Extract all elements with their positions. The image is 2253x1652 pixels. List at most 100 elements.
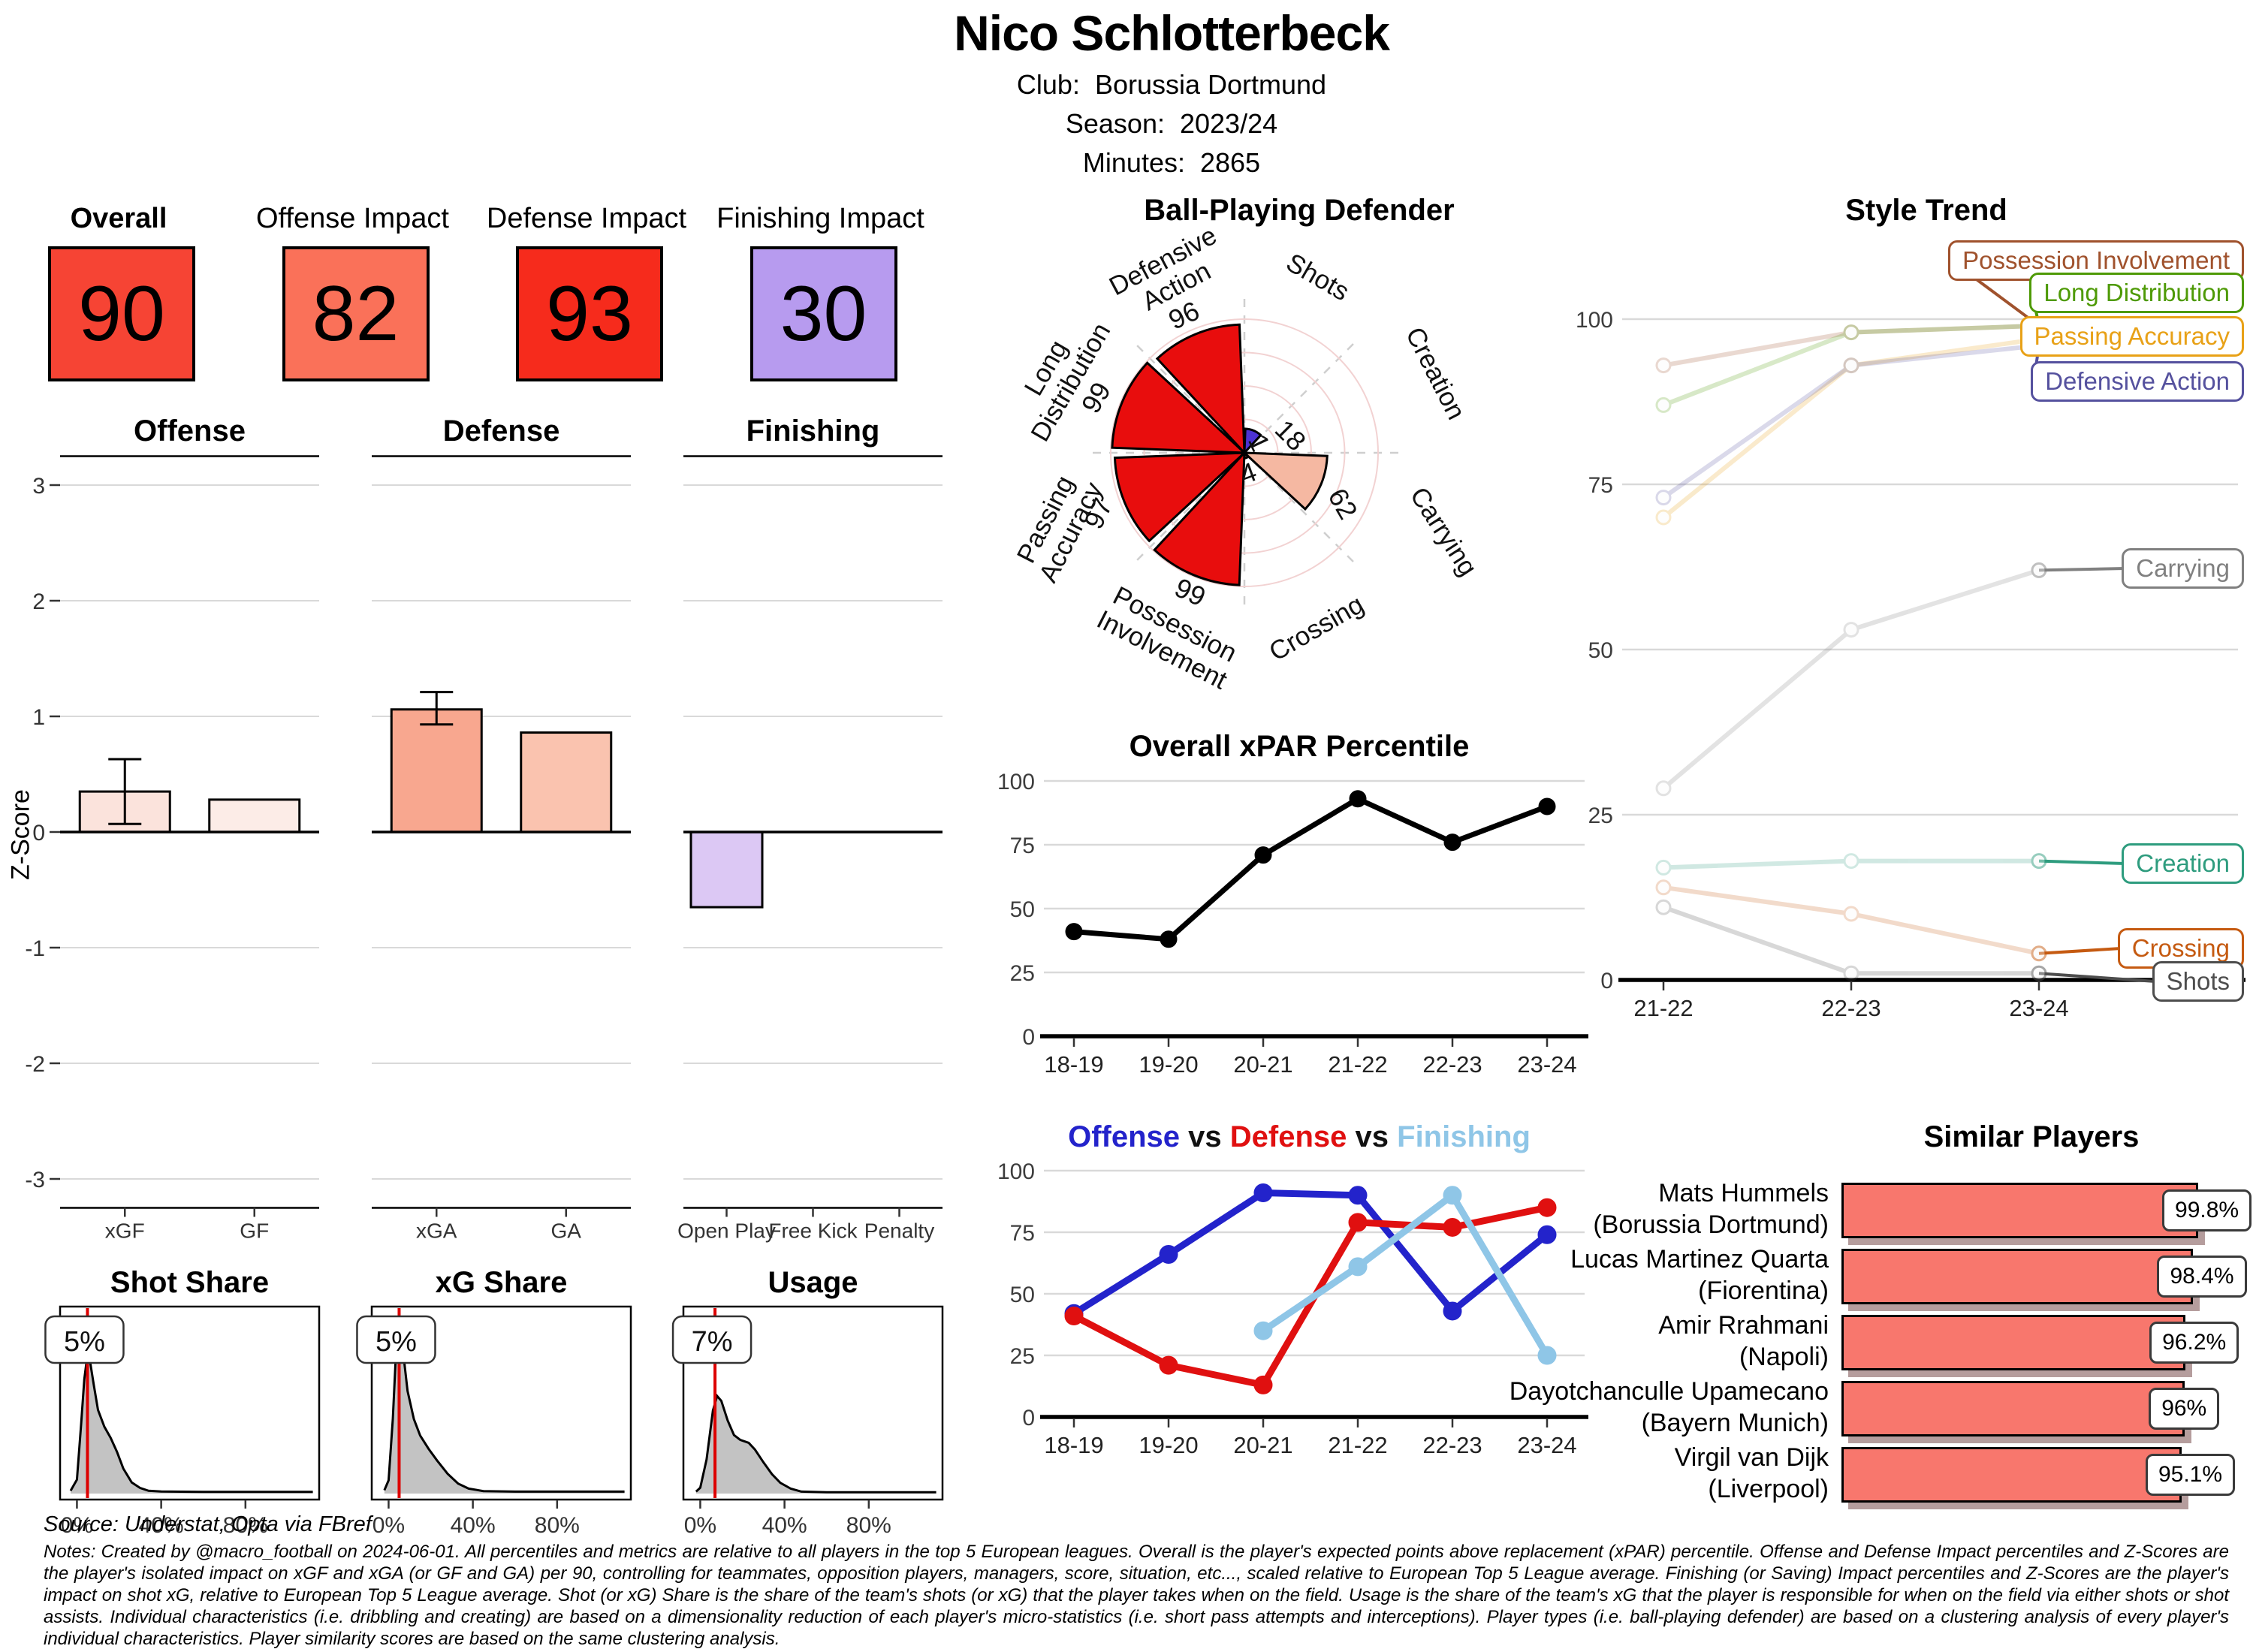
svg-text:80%: 80%: [223, 1513, 268, 1538]
club-line: Club: Borussia Dortmund: [1016, 69, 1327, 100]
svg-text:5%: 5%: [376, 1326, 417, 1358]
season-line: Season: 2023/24: [1065, 108, 1278, 139]
svg-text:20-21: 20-21: [1233, 1432, 1292, 1458]
similar-players-title: Similar Players: [1923, 1120, 2140, 1153]
svg-text:100: 100: [1576, 308, 1613, 333]
svg-text:Carrying: Carrying: [1404, 482, 1483, 581]
zscore-panel-title: Offense: [134, 415, 246, 448]
svg-text:25: 25: [1588, 803, 1613, 828]
svg-text:xGF: xGF: [105, 1219, 145, 1243]
svg-text:23-24: 23-24: [1517, 1051, 1576, 1078]
svg-text:20-21: 20-21: [1233, 1051, 1292, 1078]
svg-text:0%: 0%: [684, 1513, 716, 1538]
svg-text:2: 2: [32, 589, 45, 614]
stat-box-title: Overall: [70, 203, 167, 234]
svg-text:75: 75: [1010, 1221, 1035, 1246]
trend-label-crossing: Crossing: [2117, 928, 2244, 969]
trend-label-possession-involvement: Possession Involvement: [1948, 240, 2244, 281]
svg-text:100: 100: [997, 1159, 1035, 1184]
svg-text:18-19: 18-19: [1044, 1051, 1103, 1078]
svg-text:22-23: 22-23: [1821, 995, 1881, 1021]
similar-player-name: Amir Rrahmani (Napoli): [1658, 1311, 1829, 1371]
svg-text:80%: 80%: [846, 1513, 891, 1538]
svg-text:5%: 5%: [64, 1326, 105, 1358]
odf-title-part: Defense: [1221, 1120, 1347, 1153]
similar-player-score: 96.2%: [2149, 1322, 2239, 1364]
odf-title-part: vs: [1180, 1120, 1222, 1153]
svg-text:-3: -3: [25, 1168, 45, 1192]
xpar-percentile-chart: 100 75 50 25 0 18-19 19-20 20-21 21-22 22-23 23-24: [997, 770, 1588, 1078]
svg-text:19-20: 19-20: [1139, 1432, 1198, 1458]
stat-box-title: Finishing Impact: [716, 203, 924, 234]
svg-text:18: 18: [1269, 414, 1312, 457]
svg-text:19-20: 19-20: [1139, 1051, 1198, 1078]
density-panel-title: xG Share: [435, 1266, 568, 1299]
svg-text:GF: GF: [240, 1219, 269, 1243]
svg-text:Free Kick: Free Kick: [768, 1219, 858, 1243]
svg-text:23-24: 23-24: [1517, 1432, 1576, 1458]
player-type-radar: 18162499979996ShotsCreationCarryingCross…: [1012, 221, 1483, 695]
similar-player-bar: [1841, 1249, 2194, 1304]
svg-text:18-19: 18-19: [1044, 1432, 1103, 1458]
svg-text:50: 50: [1588, 638, 1613, 663]
svg-text:21-22: 21-22: [1328, 1051, 1387, 1078]
density-panel-title: Usage: [768, 1266, 858, 1299]
stat-box-title: Offense Impact: [256, 203, 449, 234]
xpar-title: Overall xPAR Percentile: [1129, 730, 1470, 763]
similar-player-score: 98.4%: [2157, 1256, 2247, 1298]
svg-text:Shots: Shots: [1281, 248, 1354, 307]
radar-title: Ball-Playing Defender: [1144, 194, 1455, 227]
notes-paragraph: Notes: Created by @macro_football on 202…: [44, 1542, 2229, 1649]
similar-player-name: Dayotchanculle Upamecano (Bayern Munich): [1509, 1377, 1829, 1437]
trend-label-carrying: Carrying: [2122, 548, 2244, 589]
offense-defense-finishing-chart: 100 75 50 25 0 18-19 19-20 20-21 21-22 22-23 23-24: [997, 1159, 1588, 1458]
share-density-charts: 5% 0% 40% 80% 5% 0% 40% 80% 7% 0% 40% 80%: [44, 1305, 944, 1538]
svg-text:-2: -2: [25, 1052, 45, 1077]
svg-text:Creation: Creation: [1400, 322, 1471, 424]
svg-text:Penalty: Penalty: [864, 1219, 934, 1243]
stat-box-value: 90: [48, 246, 195, 381]
trend-label-shots: Shots: [2152, 961, 2244, 1002]
trend-label-long-distribution: Long Distribution: [2029, 273, 2244, 313]
stat-box-value: 82: [282, 246, 430, 381]
svg-text:40%: 40%: [762, 1513, 807, 1538]
similar-player-score: 99.8%: [2162, 1189, 2252, 1231]
stat-box-value: 93: [516, 246, 663, 381]
svg-text:100: 100: [997, 770, 1035, 794]
svg-text:LongDistribution: LongDistribution: [1000, 303, 1116, 446]
svg-text:80%: 80%: [535, 1513, 580, 1538]
svg-text:40%: 40%: [139, 1513, 184, 1538]
svg-text:0%: 0%: [372, 1513, 405, 1538]
svg-text:50: 50: [1010, 1283, 1035, 1307]
svg-text:25: 25: [1010, 1344, 1035, 1369]
style-trend-title: Style Trend: [1845, 194, 2007, 227]
svg-text:23-24: 23-24: [2009, 995, 2068, 1021]
similar-player-name: Mats Hummels (Borussia Dortmund): [1593, 1179, 1829, 1239]
svg-text:xGA: xGA: [416, 1219, 457, 1243]
svg-text:21-22: 21-22: [1633, 995, 1693, 1021]
odf-title-part: Finishing: [1389, 1120, 1531, 1153]
odf-title-part: vs: [1347, 1120, 1389, 1153]
similar-player-name: Lucas Martinez Quarta (Fiorentina): [1570, 1245, 1829, 1305]
svg-text:40%: 40%: [451, 1513, 496, 1538]
similar-player-bar: [1841, 1315, 2186, 1370]
similar-player-name: Virgil van Dijk (Liverpool): [1674, 1443, 1829, 1503]
svg-text:75: 75: [1010, 834, 1035, 858]
zscore-panel-title: Finishing: [746, 415, 880, 448]
svg-text:25: 25: [1010, 961, 1035, 986]
page-title: Nico Schlotterbeck: [954, 5, 1390, 61]
svg-text:0%: 0%: [61, 1513, 93, 1538]
svg-text:75: 75: [1588, 473, 1613, 498]
svg-text:22-23: 22-23: [1422, 1051, 1482, 1078]
source-note: Source: Understat, Opta via FBref: [44, 1512, 372, 1536]
similar-player-bar: [1841, 1381, 2185, 1436]
svg-text:1: 1: [32, 705, 45, 730]
svg-text:7%: 7%: [692, 1326, 733, 1358]
svg-text:PossessionInvolvement: PossessionInvolvement: [1092, 579, 1244, 695]
svg-text:50: 50: [1010, 897, 1035, 922]
trend-label-defensive-action: Defensive Action: [2031, 361, 2244, 402]
stat-box-value: 30: [749, 246, 897, 381]
svg-text:-1: -1: [25, 936, 45, 961]
